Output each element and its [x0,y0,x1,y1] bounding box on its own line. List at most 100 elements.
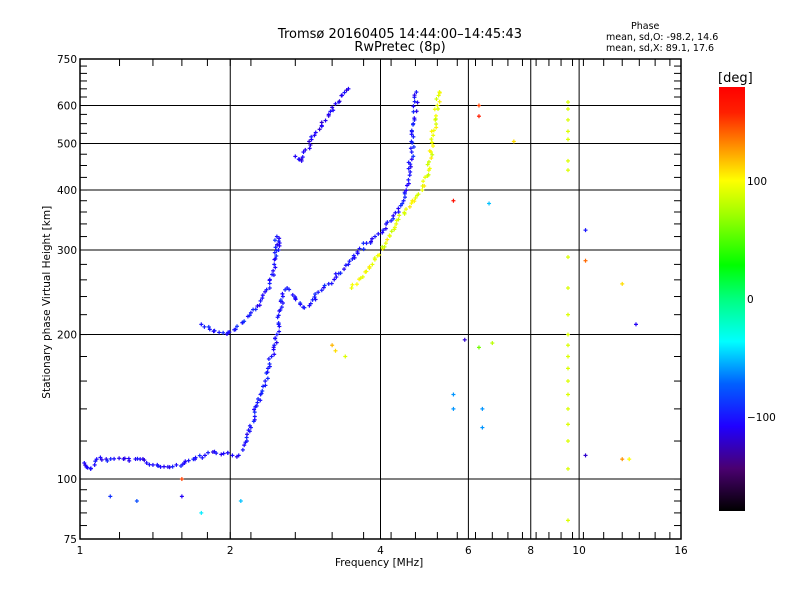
data-point [566,286,571,291]
data-point [347,259,352,264]
chart-title: Tromsø 20160405 14:44:00–14:45:43 [277,27,523,42]
data-point [401,198,406,203]
data-point [287,287,292,292]
data-point [277,243,282,248]
data-point [212,328,217,333]
data-point [307,146,312,151]
data-point [381,228,386,233]
data-point [566,168,571,173]
data-point [105,458,110,463]
data-point [277,324,282,329]
data-point [434,97,439,102]
data-point [511,139,516,144]
data-point [321,285,326,290]
data-point [238,498,243,503]
data-point [409,128,414,133]
data-point [476,103,481,108]
data-point [88,466,93,471]
data-point [354,282,359,287]
data-point [256,396,261,401]
data-point [421,179,426,184]
data-point [364,269,369,274]
data-point [233,327,238,332]
data-point [411,154,416,159]
data-point [431,144,436,149]
data-point [312,133,317,138]
data-point [307,303,312,308]
data-point [108,494,113,499]
data-point [396,210,401,215]
data-point [248,310,253,315]
data-point [406,160,411,165]
data-point [265,376,270,381]
data-point [627,457,632,462]
data-point [298,302,303,307]
phase-o-mode: mean, sd,O: -98.2, 14.6 [606,32,719,43]
data-point [127,458,132,463]
data-point [433,113,438,118]
data-point [255,400,260,405]
data-point [566,332,571,337]
data-point [566,255,571,260]
data-point [380,230,385,235]
data-point [429,156,434,161]
data-point [267,277,272,282]
data-point [272,238,277,243]
data-point [278,307,283,312]
data-point [402,210,407,215]
data-point [206,450,211,455]
data-point [566,107,571,112]
data-point [566,137,571,142]
data-point [350,256,355,261]
data-point [409,139,414,144]
data-point [426,172,431,177]
data-point [633,322,638,327]
data-point [271,268,276,273]
data-point [396,217,401,222]
data-point [273,265,278,270]
data-point [367,264,372,269]
data-point [278,298,283,303]
data-point [235,324,240,329]
data-point [383,241,388,246]
x-tick-label: 4 [377,545,384,557]
data-point [406,181,411,186]
data-point [415,100,420,105]
data-point [323,118,328,123]
data-point [389,218,394,223]
data-point [431,133,436,138]
data-point [566,117,571,122]
data-point [117,456,122,461]
data-point [245,432,250,437]
data-point [422,183,427,188]
data-point [186,458,191,463]
data-point [620,457,625,462]
data-point [293,297,298,302]
data-point [307,139,312,144]
data-point [199,510,204,515]
data-point [308,301,313,306]
data-point [313,292,318,297]
data-point [409,157,414,162]
data-point [370,236,375,241]
data-point [225,450,230,455]
data-point [158,464,163,469]
data-point [274,340,279,345]
data-point [333,101,338,106]
data-point [407,204,412,209]
data-point [200,455,205,460]
data-point [275,242,280,247]
data-point [389,229,394,234]
data-point [337,99,342,104]
data-point [431,128,436,133]
data-point [197,453,202,458]
data-point [411,144,416,149]
data-point [147,462,152,467]
data-point [566,100,571,105]
data-point [380,244,385,249]
data-point [566,129,571,134]
data-point [227,330,232,335]
data-point [394,221,399,226]
data-point [425,162,430,167]
colorbar-tick-label: 0 [747,294,754,306]
